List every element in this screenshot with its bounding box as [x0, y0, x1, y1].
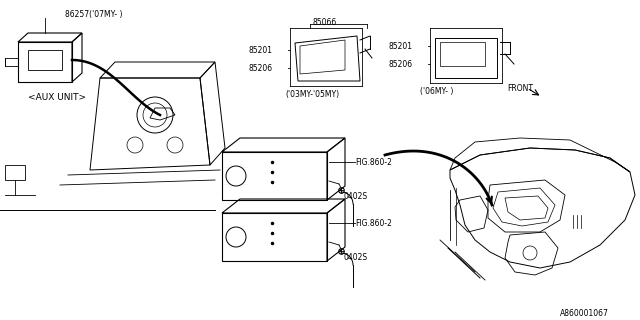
Text: 0402S: 0402S	[343, 252, 367, 261]
Text: FRONT: FRONT	[507, 84, 533, 92]
Text: 85206: 85206	[388, 60, 412, 68]
Text: ('03MY-'05MY): ('03MY-'05MY)	[285, 90, 339, 99]
Text: 86257('07MY- ): 86257('07MY- )	[65, 10, 122, 19]
Text: 85201: 85201	[248, 45, 272, 54]
Text: 85206: 85206	[248, 63, 272, 73]
Text: FIG.860-2: FIG.860-2	[355, 157, 392, 166]
Text: FIG.860-2: FIG.860-2	[355, 219, 392, 228]
Text: 85066: 85066	[312, 18, 336, 27]
Text: <AUX UNIT>: <AUX UNIT>	[28, 92, 86, 101]
Text: A860001067: A860001067	[560, 309, 609, 318]
Text: 0402S: 0402S	[343, 191, 367, 201]
Text: 85201: 85201	[388, 42, 412, 51]
Text: ('06MY- ): ('06MY- )	[420, 86, 453, 95]
